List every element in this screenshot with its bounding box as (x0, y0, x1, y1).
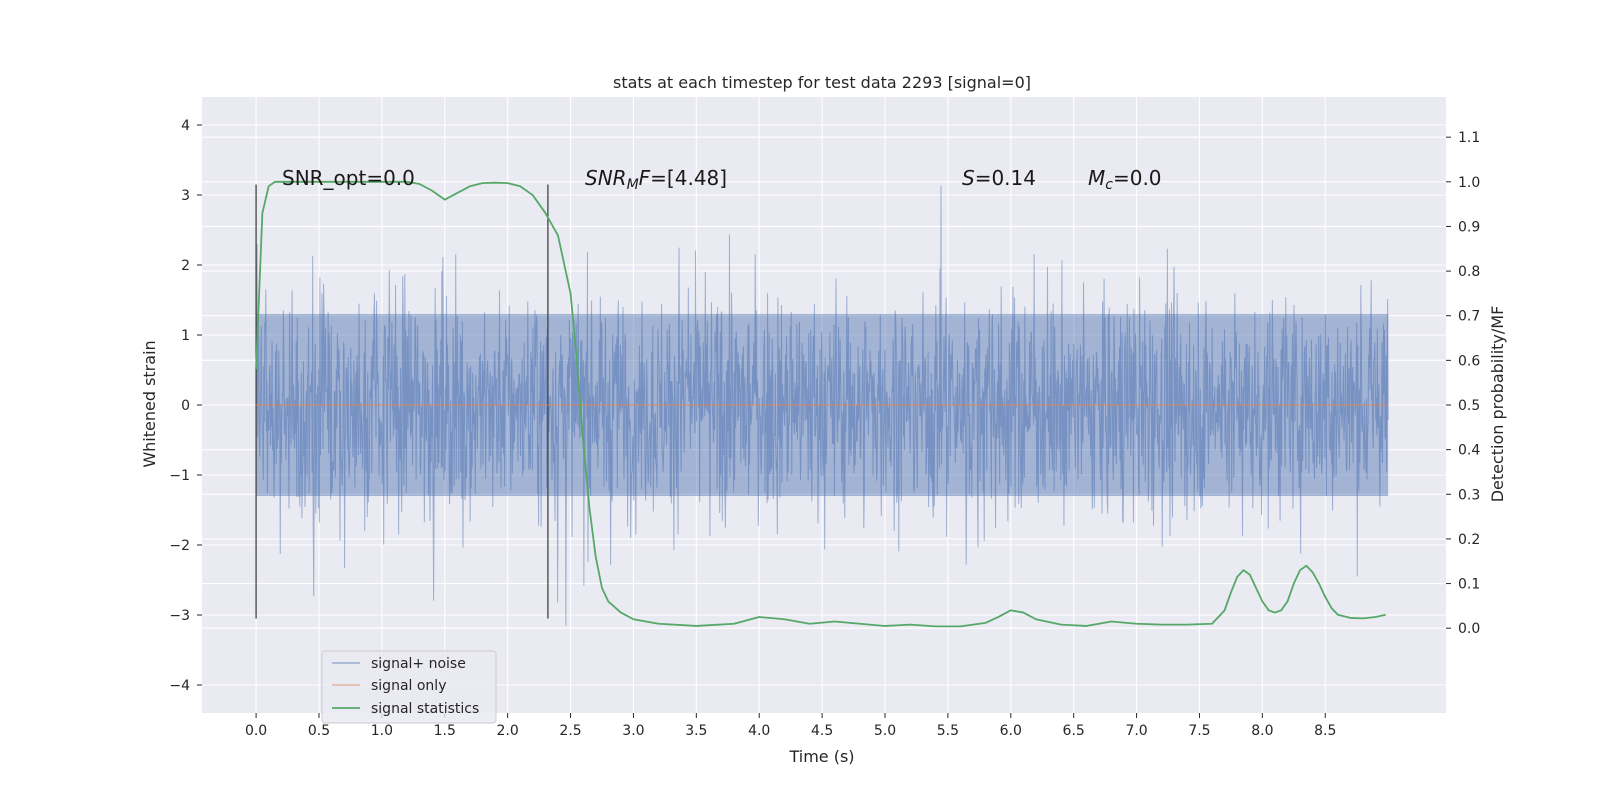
y-axis-label: Whitened strain (140, 340, 159, 467)
y-tick-label: 0 (181, 398, 190, 414)
x-tick-label: 8.0 (1251, 723, 1273, 739)
y-tick-label: −4 (169, 678, 190, 694)
vertical-markers (255, 184, 549, 619)
x-tick-label: 1.0 (371, 723, 393, 739)
y-right-tick-label: 1.0 (1458, 175, 1480, 191)
noise-line (255, 185, 1389, 626)
x-tick-label: 1.5 (434, 723, 456, 739)
x-tick-label: 8.5 (1314, 723, 1336, 739)
x-tick-label: 0.5 (308, 723, 330, 739)
y-right-tick-label: 0.7 (1458, 309, 1480, 325)
y-axis-right-label: Detection probability/MF (1488, 306, 1507, 503)
y-right-tick-label: 0.2 (1458, 532, 1480, 548)
x-tick-label: 4.0 (748, 723, 770, 739)
annotation-mc-base: M (1088, 166, 1105, 190)
y-tick-label: 2 (181, 258, 190, 274)
x-tick-label: 6.5 (1063, 723, 1085, 739)
annotation-snr-mf-italic: F (639, 166, 651, 190)
annotation-snr-mf: SNRMF=[4.48] (585, 166, 727, 193)
x-tick-label: 5.5 (937, 723, 959, 739)
y-right-tick-label: 0.6 (1458, 353, 1480, 369)
legend: signal+ noise signal only signal statist… (321, 650, 497, 724)
chart-title: stats at each timestep for test data 229… (613, 73, 1031, 92)
y-right-tick-label: 0.9 (1458, 219, 1480, 235)
x-axis-label: Time (s) (788, 747, 854, 766)
x-tick-label: 4.5 (811, 723, 833, 739)
y-tick-label: −2 (169, 538, 190, 554)
x-tick-label: 7.5 (1188, 723, 1210, 739)
x-tick-label: 3.5 (685, 723, 707, 739)
x-tick-label: 3.0 (622, 723, 644, 739)
y-right-tick-label: 0.8 (1458, 264, 1480, 280)
y-tick-label: 4 (181, 118, 190, 134)
annotation-mc: Mc=0.0 (1088, 166, 1162, 193)
annotation-mc-sub: c (1105, 177, 1113, 193)
legend-label-signal-statistics: signal statistics (371, 701, 479, 717)
y-right-tick-label: 0.1 (1458, 577, 1480, 593)
y-right-tick-label: 0.3 (1458, 487, 1480, 503)
annotation-snr-opt: SNR_opt=0.0 (282, 166, 415, 190)
x-tick-label: 2.0 (497, 723, 519, 739)
annotation-snr-mf-sub: M (627, 177, 639, 193)
signal-statistics-series (255, 180, 1386, 628)
y-axis-right-ticks: 1.1 1.0 0.9 0.8 0.7 0.6 0.5 0.4 0.3 0.2 0.1 0.0 (1446, 130, 1480, 637)
x-tick-label: 7.0 (1125, 723, 1147, 739)
y-right-tick-label: 0.5 (1458, 398, 1480, 414)
annotation-snr-mf-base: SNR (585, 166, 627, 190)
legend-label-signal-only: signal only (371, 678, 446, 694)
y-tick-label: −1 (169, 468, 190, 484)
y-right-tick-label: 0.4 (1458, 443, 1480, 459)
annotation-mc-value: =0.0 (1113, 166, 1162, 190)
legend-box (321, 650, 497, 724)
y-tick-label: 3 (181, 188, 190, 204)
annotation-s-stat: S=0.14 (962, 166, 1036, 190)
x-tick-label: 2.5 (559, 723, 581, 739)
y-tick-label: 1 (181, 328, 190, 344)
x-tick-label: 0.0 (245, 723, 267, 739)
annotation-s-stat-value: =0.14 (975, 166, 1036, 190)
y-right-tick-label: 1.1 (1458, 130, 1480, 146)
annotation-snr-mf-value: =[4.48] (650, 166, 727, 190)
y-right-tick-label: 0.0 (1458, 621, 1480, 637)
signal-statistics-line (255, 180, 1386, 628)
x-axis-ticks: 0.0 0.5 1.0 1.5 2.0 2.5 3.0 3.5 4.0 4.5 5.0 5.5 6.0 6… (245, 713, 1336, 739)
x-tick-label: 6.0 (1000, 723, 1022, 739)
y-tick-label: −3 (169, 608, 190, 624)
x-tick-label: 5.0 (874, 723, 896, 739)
annotation-s-stat-italic: S (962, 166, 975, 190)
y-axis-ticks: 4 3 2 1 0 −1 −2 −3 −4 (169, 118, 202, 694)
legend-label-signal-noise: signal+ noise (371, 656, 466, 672)
